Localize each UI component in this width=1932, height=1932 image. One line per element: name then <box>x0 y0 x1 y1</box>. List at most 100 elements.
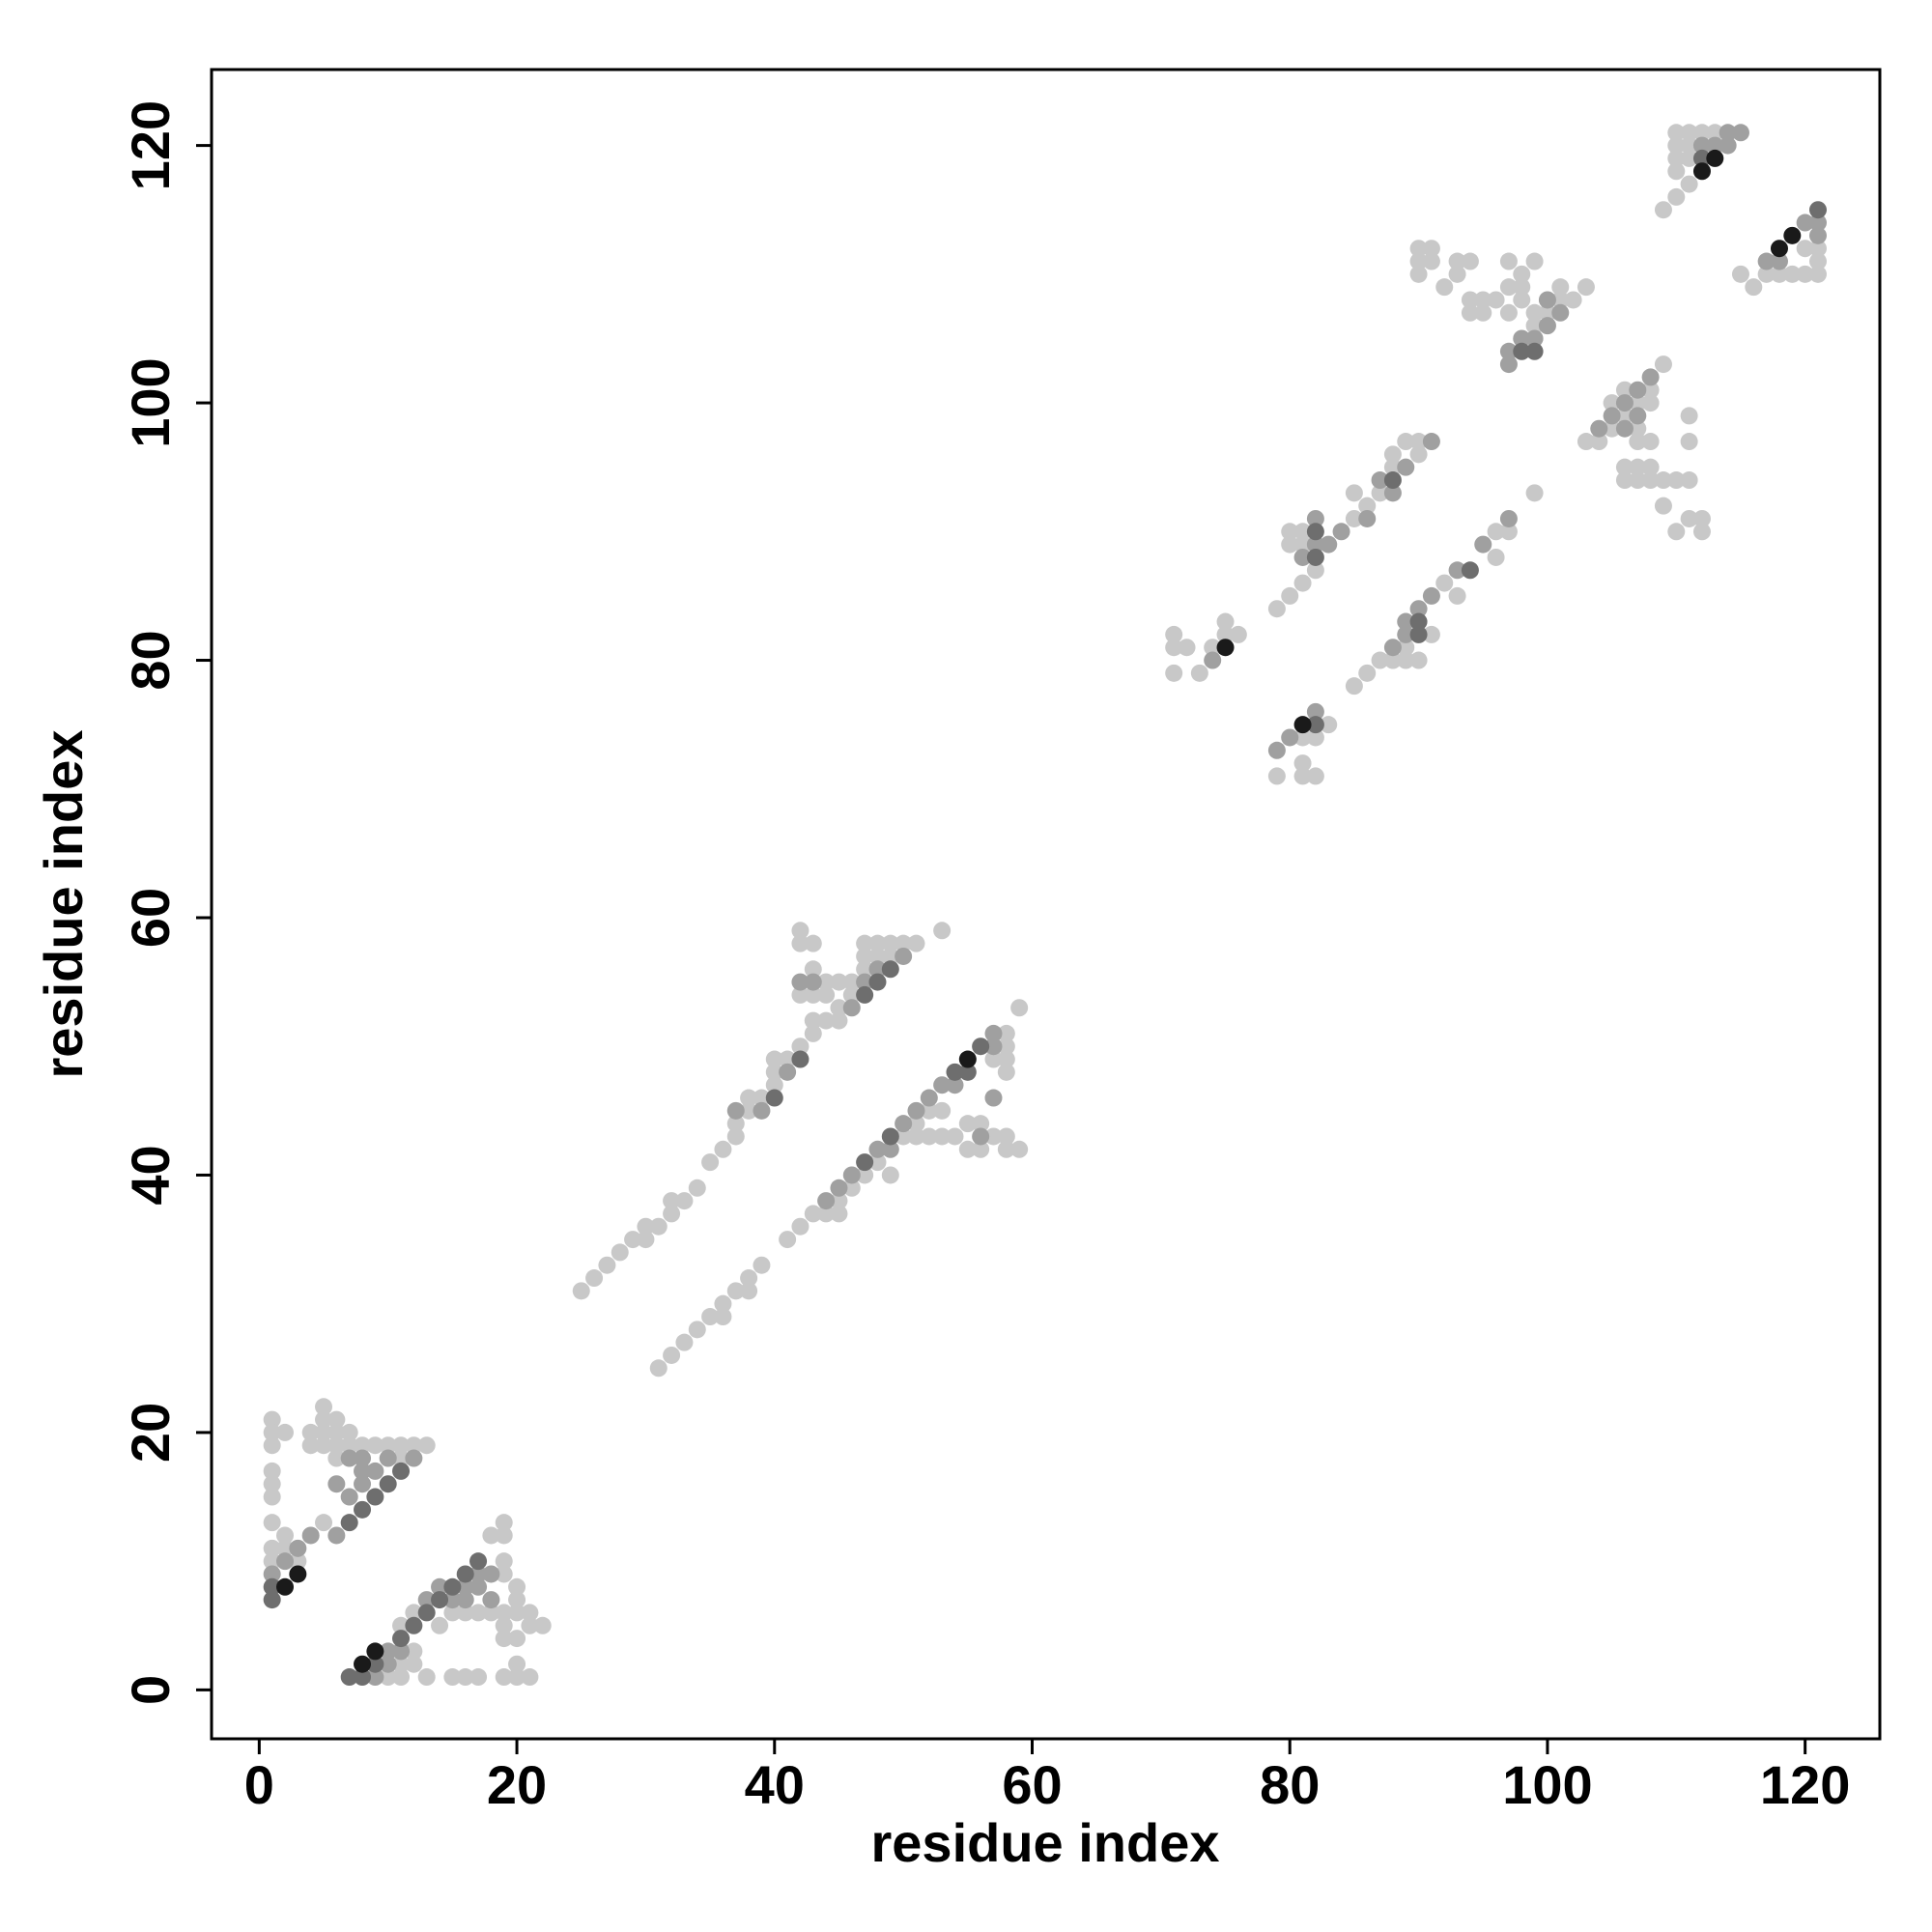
contact-point <box>469 1577 488 1596</box>
contact-point <box>508 1668 526 1687</box>
contact-point <box>675 1333 694 1351</box>
contact-point <box>263 1436 281 1455</box>
contact-point <box>1281 586 1299 605</box>
contact-point <box>392 1462 411 1480</box>
contact-point <box>868 1140 887 1158</box>
contact-point <box>1680 149 1698 167</box>
contact-point <box>521 1604 539 1622</box>
contact-point <box>263 1591 281 1609</box>
contact-point <box>572 1282 590 1300</box>
contact-point <box>495 1668 513 1687</box>
contact-point <box>482 1591 500 1609</box>
contact-point <box>1422 240 1440 258</box>
contact-point <box>392 1668 411 1687</box>
contact-point <box>263 1514 281 1532</box>
contact-point <box>765 1050 783 1068</box>
contact-point <box>701 1153 720 1172</box>
contact-point <box>1629 381 1647 399</box>
contact-point <box>315 1410 333 1429</box>
contact-point <box>469 1668 488 1687</box>
contact-point <box>1615 381 1634 399</box>
contact-point <box>585 1269 604 1288</box>
contact-point <box>1293 716 1312 734</box>
contact-point <box>1731 124 1749 142</box>
contact-point <box>521 1616 539 1634</box>
contact-point <box>1770 240 1788 258</box>
contact-point <box>881 934 899 952</box>
contact-point <box>972 1127 990 1146</box>
contact-point <box>958 1050 977 1068</box>
contact-point <box>417 1668 436 1687</box>
contact-point <box>1487 548 1505 566</box>
contact-point <box>1345 509 1363 527</box>
contact-point <box>791 922 810 940</box>
contact-point <box>984 1024 1003 1042</box>
contact-point <box>1358 497 1377 515</box>
contact-point <box>263 1577 281 1596</box>
contact-point <box>1641 458 1660 476</box>
contact-point <box>1409 433 1428 451</box>
contact-point <box>1641 471 1660 490</box>
contact-point <box>791 1217 810 1236</box>
contact-point <box>263 1410 281 1429</box>
contact-point <box>1229 625 1247 643</box>
contact-point <box>842 973 861 991</box>
contact-point <box>301 1423 320 1441</box>
contact-point <box>1680 471 1698 490</box>
contact-point <box>791 934 810 952</box>
contact-point <box>984 1037 1003 1056</box>
contact-point <box>1513 265 1531 283</box>
contact-point <box>1719 136 1737 155</box>
contact-point <box>443 1668 462 1687</box>
contact-point <box>1358 664 1377 682</box>
contact-point <box>366 1436 384 1455</box>
contact-point <box>920 1089 938 1107</box>
contact-point <box>791 1037 810 1056</box>
contact-point <box>1293 728 1312 747</box>
contact-point <box>1692 509 1711 527</box>
contact-point <box>1499 252 1518 270</box>
contact-point <box>740 1269 758 1288</box>
contact-point <box>881 960 899 979</box>
contact-point <box>1525 484 1544 502</box>
contact-point <box>972 1140 990 1158</box>
contact-point <box>946 1127 964 1146</box>
contact-point <box>1692 124 1711 142</box>
contact-point <box>779 1050 797 1068</box>
contact-point <box>1808 265 1827 283</box>
contact-point <box>354 1475 372 1493</box>
contact-point <box>289 1539 307 1557</box>
contact-point <box>1615 458 1634 476</box>
contact-point <box>649 1217 668 1236</box>
contact-point <box>1165 664 1183 682</box>
contact-point <box>1692 162 1711 181</box>
contact-point <box>1448 586 1466 605</box>
contact-point <box>753 1101 771 1120</box>
contact-point <box>1654 497 1672 515</box>
contact-point <box>1448 252 1466 270</box>
contact-point <box>495 1565 513 1583</box>
contact-point <box>1383 445 1402 464</box>
contact-point <box>637 1217 655 1236</box>
contact-point <box>779 1231 797 1249</box>
contact-point <box>379 1436 397 1455</box>
contact-point <box>804 960 822 979</box>
contact-point <box>1719 124 1737 142</box>
contact-point <box>366 1462 384 1480</box>
contact-point <box>327 1423 346 1441</box>
contact-point <box>327 1475 346 1493</box>
contact-point <box>508 1577 526 1596</box>
contact-point <box>675 1192 694 1210</box>
contact-point <box>842 1179 861 1197</box>
contact-point <box>263 1539 281 1557</box>
x-tick-label: 120 <box>1760 1754 1850 1815</box>
contact-point <box>842 999 861 1017</box>
contact-point <box>508 1655 526 1673</box>
contact-point <box>327 1526 346 1545</box>
contact-point <box>1281 523 1299 541</box>
contact-point <box>1808 226 1827 244</box>
contact-point <box>842 1166 861 1184</box>
contact-point <box>895 934 913 952</box>
contact-point <box>1796 240 1814 258</box>
contact-point <box>1796 265 1814 283</box>
